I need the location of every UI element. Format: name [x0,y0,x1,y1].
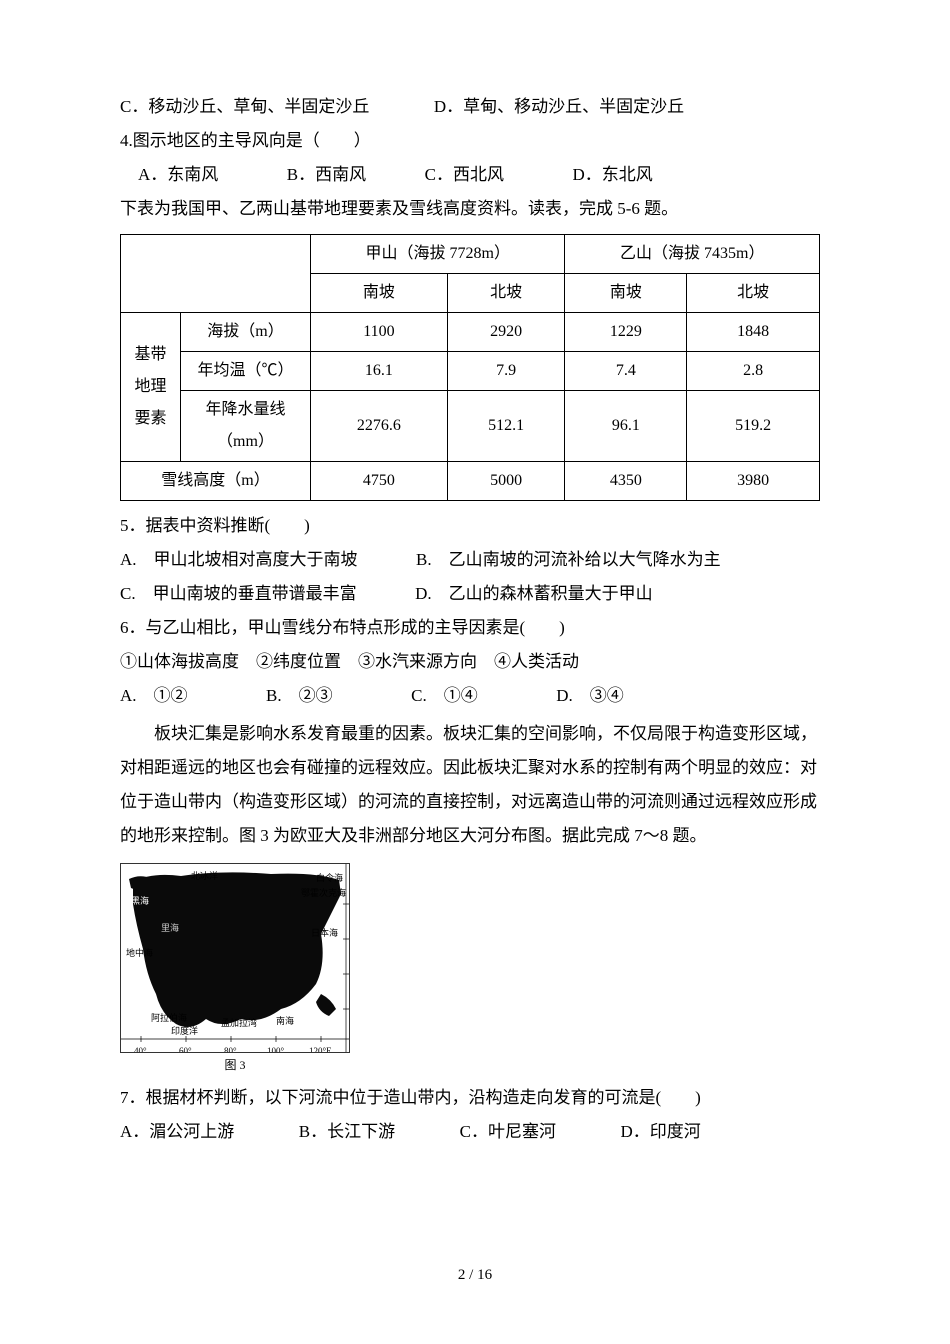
table-row: 雪线高度（m） 4750 5000 4350 3980 [121,462,820,501]
cell: 5000 [447,462,565,501]
table-row: 年均温（℃） 16.1 7.9 7.4 2.8 [121,352,820,391]
q5-opt-d: D. 乙山的森林蓄积量大于甲山 [415,584,653,603]
table-row: 基带地理要素 海拔（m） 1100 2920 1229 1848 [121,313,820,352]
cell: 96.1 [565,391,687,462]
passage-78: 板块汇集是影响水系发育最重的因素。板块汇集的空间影响，不仅局限于构造变形区域，对… [120,717,830,853]
yi-north: 北坡 [687,274,820,313]
map-label-indian: 印度洋 [171,1022,198,1040]
row-temp-label: 年均温（℃） [181,352,311,391]
q7-opt-b: B．长江下游 [299,1122,395,1141]
intro-56: 下表为我国甲、乙两山基带地理要素及雪线高度资料。读表，完成 5-6 题。 [120,192,830,226]
cell: 4750 [311,462,448,501]
q6-options: A. ①② B. ②③ C. ①④ D. ③④ [120,679,830,713]
map-image: 北冰洋 黑海 里海 地中海 鄂霍次克海 白令海 日本海 阿拉伯海 印度洋 孟加拉… [120,863,350,1053]
q6-opt-c: C. ①④ [411,686,478,705]
q5-opt-c: C. 甲山南坡的垂直带谱最丰富 [120,584,357,603]
header-jia: 甲山（海拔 7728m） [311,235,565,274]
q7-opt-d: D．印度河 [620,1122,700,1141]
q7-opt-a: A．湄公河上游 [120,1122,234,1141]
cell: 7.4 [565,352,687,391]
q4-stem: 4.图示地区的主导风向是（ ） [120,124,830,158]
map-lon40: 40° [134,1042,147,1053]
q6-opt-a: A. ①② [120,686,188,705]
page-footer: 2 / 16 [0,1267,950,1284]
row-alt-label: 海拔（m） [181,313,311,352]
map-label-bengal: 孟加拉湾 [221,1014,257,1032]
cell: 16.1 [311,352,448,391]
map-label-southchina: 南海 [276,1012,294,1030]
row-precip-label: 年降水量线（mm） [181,391,311,462]
table-row: 甲山（海拔 7728m） 乙山（海拔 7435m） [121,235,820,274]
map-label-arctic: 北冰洋 [191,867,218,885]
data-table-wrap: 甲山（海拔 7728m） 乙山（海拔 7435m） 南坡 北坡 南坡 北坡 基带… [120,234,830,501]
jia-north: 北坡 [447,274,565,313]
q4-options: A．东南风 B．西南风 C．西北风 D．东北风 [120,158,830,192]
header-yi: 乙山（海拔 7435m） [565,235,820,274]
map-label-japan: 日本海 [311,924,338,942]
cell: 512.1 [447,391,565,462]
table-row: 年降水量线（mm） 2276.6 512.1 96.1 519.2 [121,391,820,462]
map-label-blacksea: 黑海 [131,892,149,910]
q5-options-cd: C. 甲山南坡的垂直带谱最丰富 D. 乙山的森林蓄积量大于甲山 [120,577,830,611]
q4-opt-d: D．东北风 [572,165,652,184]
map-figure: 北冰洋 黑海 里海 地中海 鄂霍次克海 白令海 日本海 阿拉伯海 印度洋 孟加拉… [120,863,830,1077]
map-lon120: 120°E [309,1042,332,1053]
q7-options: A．湄公河上游 B．长江下游 C．叶尼塞河 D．印度河 [120,1115,830,1149]
cell: 2920 [447,313,565,352]
cell: 7.9 [447,352,565,391]
q3-opt-c: C．移动沙丘、草甸、半固定沙丘 [120,97,369,116]
q6-stem: 6．与乙山相比，甲山雪线分布特点形成的主导因素是( ) [120,611,830,645]
map-label-bering: 白令海 [316,869,343,887]
cell: 2.8 [687,352,820,391]
q4-opt-a: A．东南风 [138,165,218,184]
q4-opt-b: B．西南风 [287,165,366,184]
q3-options-cd: C．移动沙丘、草甸、半固定沙丘 D．草甸、移动沙丘、半固定沙丘 [120,90,830,124]
q5-stem: 5．据表中资料推断( ) [120,509,830,543]
map-caption: 图 3 [120,1053,350,1077]
q5-options-ab: A. 甲山北坡相对高度大于南坡 B. 乙山南坡的河流补给以大气降水为主 [120,543,830,577]
map-lon60: 60° [179,1042,192,1053]
map-label-med: 地中海 [126,944,153,962]
q5-opt-a: A. 甲山北坡相对高度大于南坡 [120,550,358,569]
mountain-table: 甲山（海拔 7728m） 乙山（海拔 7435m） 南坡 北坡 南坡 北坡 基带… [120,234,820,501]
q6-opt-d: D. ③④ [556,686,624,705]
q5-opt-b: B. 乙山南坡的河流补给以大气降水为主 [416,550,721,569]
q7-stem: 7．根据材杯判断，以下河流中位于造山带内，沿构造走向发育的可流是( ) [120,1081,830,1115]
q6-opt-b: B. ②③ [266,686,333,705]
jia-south: 南坡 [311,274,448,313]
map-label-caspian: 里海 [161,919,179,937]
rowgroup-label: 基带地理要素 [121,313,181,462]
cell: 3980 [687,462,820,501]
map-lon80: 80° [224,1042,237,1053]
cell: 1229 [565,313,687,352]
q4-opt-c: C．西北风 [425,165,504,184]
cell: 2276.6 [311,391,448,462]
map-lon100: 100° [267,1042,284,1053]
page-content: C．移动沙丘、草甸、半固定沙丘 D．草甸、移动沙丘、半固定沙丘 4.图示地区的主… [120,90,830,1149]
cell: 1848 [687,313,820,352]
cell: 4350 [565,462,687,501]
cell: 519.2 [687,391,820,462]
q3-opt-d: D．草甸、移动沙丘、半固定沙丘 [434,97,684,116]
q7-opt-c: C．叶尼塞河 [460,1122,556,1141]
cell: 1100 [311,313,448,352]
q6-items: ①山体海拔高度 ②纬度位置 ③水汽来源方向 ④人类活动 [120,645,830,679]
yi-south: 南坡 [565,274,687,313]
row-snow-label: 雪线高度（m） [121,462,311,501]
